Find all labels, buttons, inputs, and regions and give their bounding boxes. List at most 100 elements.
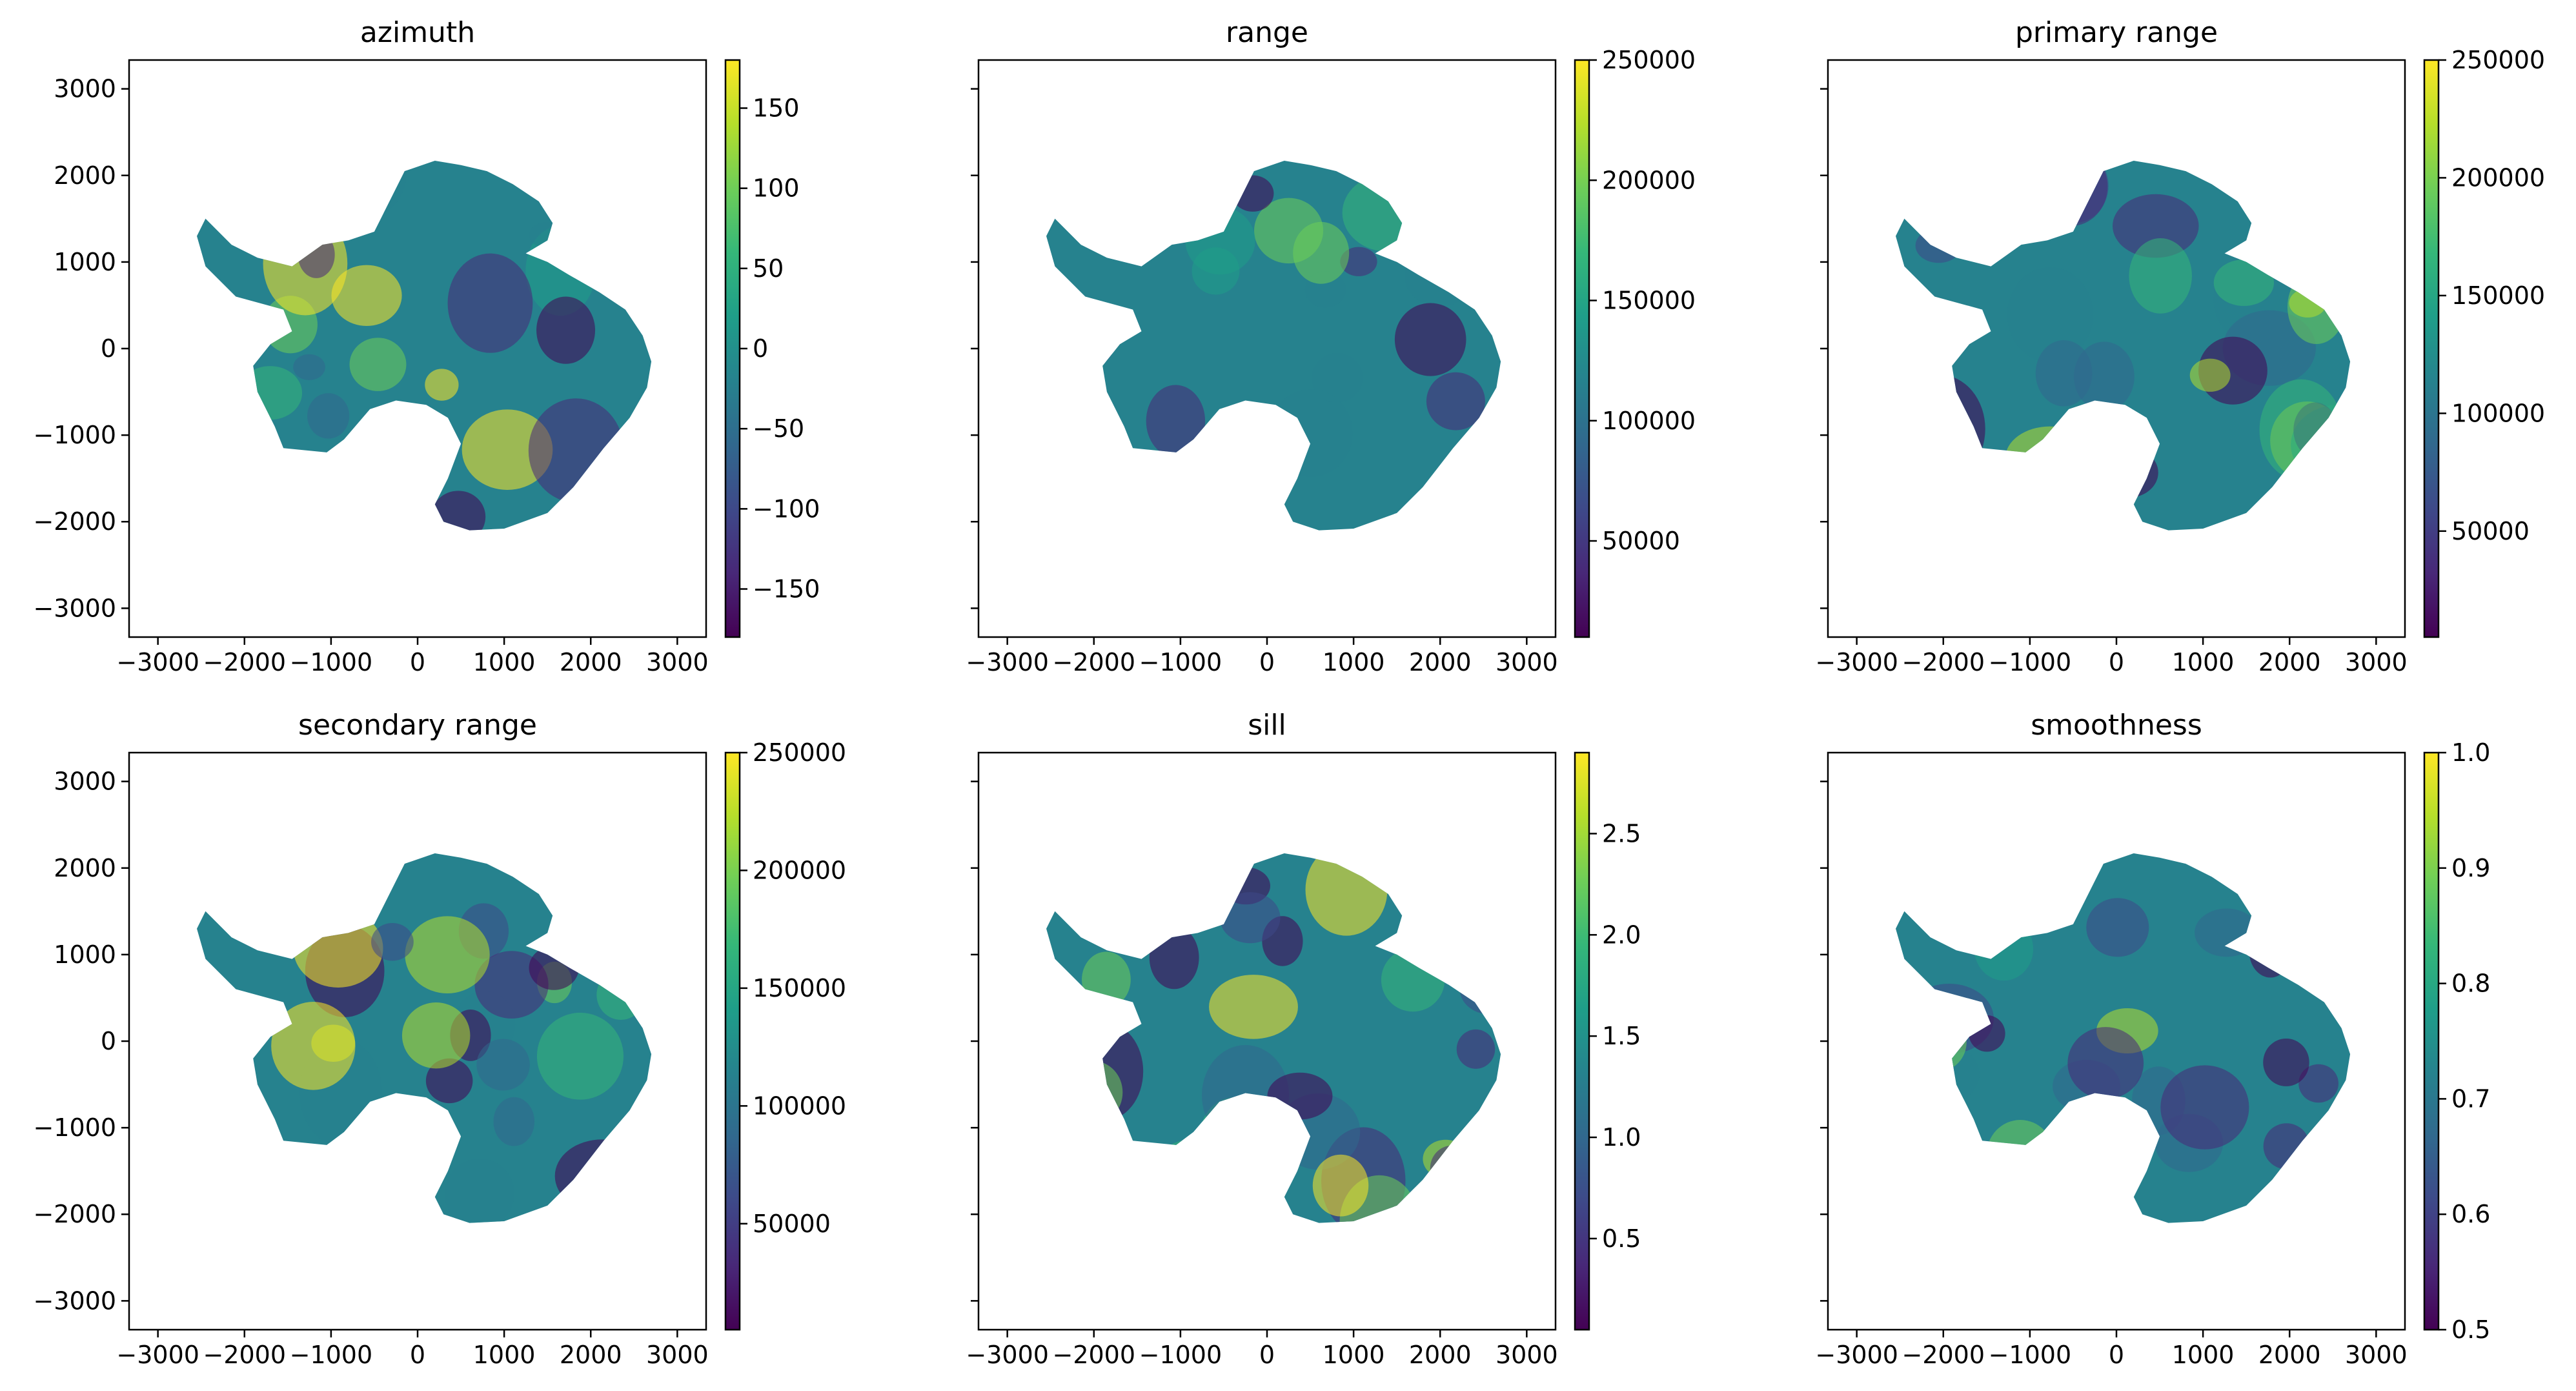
field-blob xyxy=(2189,358,2231,392)
x-tick-label: −2000 xyxy=(1052,648,1135,676)
colorbar xyxy=(725,60,740,637)
colorbar-tick-label: 150 xyxy=(753,94,800,123)
x-tick-label: 2000 xyxy=(1409,1341,1472,1369)
y-tick-label: −3000 xyxy=(33,594,116,622)
x-tick-label: 0 xyxy=(2109,1341,2124,1369)
x-tick-label: 2000 xyxy=(560,1341,622,1369)
x-tick-label: 1000 xyxy=(473,1341,536,1369)
colorbar-tick-label: 100000 xyxy=(753,1091,846,1120)
x-tick-label: −3000 xyxy=(1815,648,1898,676)
x-tick-label: −3000 xyxy=(116,648,199,676)
field-blob xyxy=(2113,194,2199,258)
field-blob xyxy=(1340,247,1377,276)
x-tick-label: 3000 xyxy=(1496,1341,1558,1369)
field-blob xyxy=(271,1002,356,1090)
subplot-title: range xyxy=(1226,16,1308,49)
colorbar-frame xyxy=(724,751,741,1331)
field-blob xyxy=(1192,247,1240,295)
x-tick-label: −1000 xyxy=(290,1341,373,1369)
subplot-title: sill xyxy=(1248,709,1286,742)
x-tick-label: 0 xyxy=(410,648,425,676)
field-blob xyxy=(2086,898,2149,957)
colorbar-frame xyxy=(1574,751,1590,1331)
x-tick-label: 2000 xyxy=(2258,1341,2321,1369)
colorbar xyxy=(2424,753,2439,1330)
colorbar-tick-label: 250000 xyxy=(1602,46,1696,74)
field-blob xyxy=(2160,1065,2249,1150)
field-blob xyxy=(1146,385,1206,458)
colorbar-tick-label: −150 xyxy=(753,575,820,604)
x-tick-label: 2000 xyxy=(1409,648,1472,676)
field-blob xyxy=(2213,259,2275,307)
y-tick-label: −2000 xyxy=(33,507,116,536)
y-tick-label: −1000 xyxy=(33,1113,116,1142)
field-blob xyxy=(2067,1027,2144,1099)
field-blob xyxy=(2007,267,2094,363)
y-tick-label: 1000 xyxy=(54,940,116,969)
field-blob xyxy=(401,1002,471,1069)
colorbar-tick-label: 100 xyxy=(753,174,800,203)
colorbar-tick-label: 250000 xyxy=(753,738,846,767)
colorbar-tick-label: 200000 xyxy=(2451,163,2545,192)
field-blob xyxy=(536,296,596,364)
y-tick-label: 0 xyxy=(101,334,116,363)
colorbar-tick-label: 0.8 xyxy=(2451,970,2490,998)
field-blob xyxy=(1456,1029,1496,1069)
colorbar-tick-label: 1.0 xyxy=(2451,738,2490,767)
colorbar-tick-label: 250000 xyxy=(2451,46,2545,74)
y-tick-label: 1000 xyxy=(54,248,116,276)
x-tick-label: 1000 xyxy=(1323,1341,1385,1369)
field-blob xyxy=(444,1158,515,1223)
y-tick-label: 3000 xyxy=(54,767,116,796)
y-tick-label: 2000 xyxy=(54,854,116,882)
colorbar-tick-label: 0.7 xyxy=(2451,1084,2490,1113)
field-blob xyxy=(1219,892,1281,944)
field-blob xyxy=(536,1012,624,1100)
x-tick-label: −3000 xyxy=(966,648,1049,676)
field-blob xyxy=(2035,340,2093,407)
x-tick-label: −3000 xyxy=(966,1341,1049,1369)
x-tick-label: 1000 xyxy=(2172,648,2235,676)
colorbar-tick-label: 200000 xyxy=(753,856,846,884)
field-blob xyxy=(405,916,490,993)
colorbar-tick-label: 2.5 xyxy=(1602,819,1641,848)
field-blob xyxy=(1209,975,1298,1039)
field-blob xyxy=(1293,221,1350,284)
colorbar-tick-label: 150000 xyxy=(2451,281,2545,310)
x-tick-label: 3000 xyxy=(2345,648,2408,676)
x-tick-label: −1000 xyxy=(1989,648,2072,676)
y-tick-label: 0 xyxy=(101,1027,116,1055)
colorbar-tick-label: −100 xyxy=(753,494,820,523)
x-tick-label: 3000 xyxy=(646,1341,709,1369)
colorbar-tick-label: 50000 xyxy=(1602,527,1680,555)
field-blob xyxy=(293,354,325,380)
field-blob xyxy=(1426,372,1485,431)
colorbar-tick-label: 200000 xyxy=(1602,166,1696,194)
x-tick-label: −2000 xyxy=(203,1341,286,1369)
field-blob xyxy=(1312,1154,1369,1217)
x-tick-label: 3000 xyxy=(2345,1341,2408,1369)
field-blob xyxy=(2129,238,2192,314)
x-tick-label: −2000 xyxy=(1902,1341,1985,1369)
colorbar-frame xyxy=(2423,751,2440,1331)
colorbar-tick-label: 1.0 xyxy=(1602,1123,1641,1152)
y-tick-label: 2000 xyxy=(54,161,116,190)
colorbar-tick-label: 0 xyxy=(753,334,768,363)
colorbar-tick-label: 100000 xyxy=(1602,407,1696,435)
x-tick-label: −2000 xyxy=(203,648,286,676)
x-tick-label: 0 xyxy=(1259,1341,1275,1369)
colorbar-tick-label: 150000 xyxy=(753,974,846,1002)
colorbar-tick-label: 0.9 xyxy=(2451,854,2490,882)
x-tick-label: 0 xyxy=(2109,648,2124,676)
subplot-title: azimuth xyxy=(360,16,475,49)
colorbar-tick-label: −50 xyxy=(753,414,804,443)
x-tick-label: −1000 xyxy=(1139,648,1222,676)
x-tick-label: 2000 xyxy=(2258,648,2321,676)
field-blob xyxy=(1394,303,1466,376)
colorbar-tick-label: 2.0 xyxy=(1602,920,1641,949)
field-blob xyxy=(331,265,402,326)
field-blob xyxy=(476,1039,530,1091)
field-blob xyxy=(307,393,350,439)
colorbar-tick-label: 0.5 xyxy=(2451,1315,2490,1344)
